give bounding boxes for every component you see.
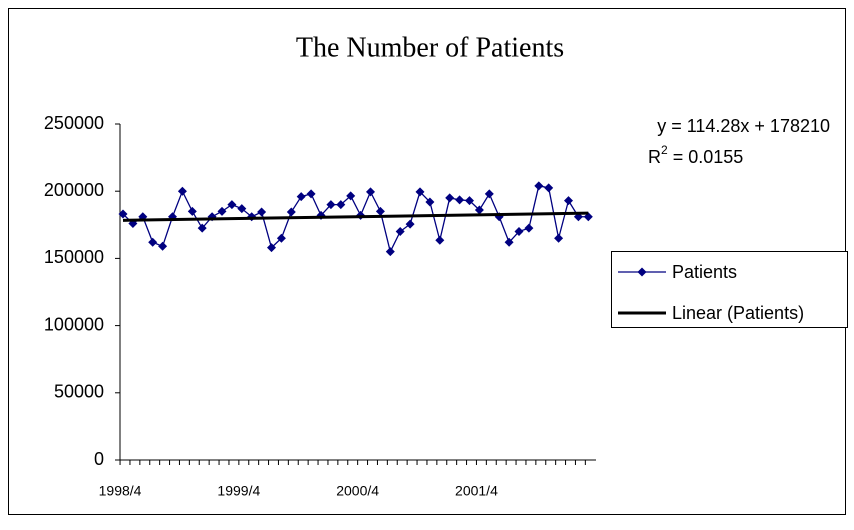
y-tick-label: 0 xyxy=(94,449,104,469)
point xyxy=(118,209,128,219)
point xyxy=(257,207,267,217)
point xyxy=(346,191,356,201)
point xyxy=(455,195,465,205)
point xyxy=(435,235,445,245)
x-tick-label: 1998/4 xyxy=(99,483,142,499)
point xyxy=(474,205,484,215)
y-tick-label: 250000 xyxy=(44,113,104,133)
point xyxy=(227,200,237,210)
y-tick-label: 200000 xyxy=(44,180,104,200)
legend-box xyxy=(611,251,848,328)
point xyxy=(276,233,286,243)
point xyxy=(564,196,573,206)
point xyxy=(484,189,494,199)
point xyxy=(296,192,306,202)
point xyxy=(217,206,227,216)
legend-label: Linear (Patients) xyxy=(672,303,804,323)
point xyxy=(197,223,207,233)
point xyxy=(158,241,168,251)
y-tick-label: 50000 xyxy=(54,382,104,402)
point xyxy=(306,189,316,199)
y-tick-label: 150000 xyxy=(44,247,104,267)
trend-line xyxy=(122,211,589,222)
y-tick-label: 100000 xyxy=(44,314,104,334)
point xyxy=(514,227,524,237)
point xyxy=(326,200,336,210)
legend: Patients Linear (Patients) xyxy=(611,251,848,328)
x-tick-label: 2001/4 xyxy=(455,483,498,499)
point xyxy=(366,187,375,197)
point xyxy=(445,193,455,203)
chart-title: The Number of Patients xyxy=(296,32,564,63)
point xyxy=(375,206,385,216)
r2-symbol: R xyxy=(648,147,661,167)
point xyxy=(405,219,415,229)
point xyxy=(395,227,405,237)
legend-marker xyxy=(637,267,647,277)
point xyxy=(415,187,425,197)
legend-label: Patients xyxy=(672,262,737,282)
point xyxy=(267,243,276,253)
point xyxy=(385,247,395,257)
r-squared: R2 = 0.0155 xyxy=(648,143,743,167)
x-tick-label: 2000/4 xyxy=(336,483,379,499)
trend-equation: y = 114.28x + 178210 xyxy=(657,116,830,136)
point xyxy=(425,197,435,207)
point xyxy=(504,237,514,247)
point xyxy=(237,204,247,214)
point xyxy=(177,186,187,196)
point xyxy=(187,206,197,216)
point xyxy=(286,207,296,217)
point xyxy=(554,233,564,243)
point xyxy=(336,200,346,210)
point xyxy=(544,183,554,193)
r2-exponent: 2 xyxy=(661,143,668,157)
r2-text: = 0.0155 xyxy=(668,147,744,167)
point xyxy=(534,181,544,191)
x-tick-label: 1999/4 xyxy=(217,483,260,499)
point xyxy=(148,237,158,247)
point xyxy=(524,223,534,233)
point xyxy=(465,196,474,206)
